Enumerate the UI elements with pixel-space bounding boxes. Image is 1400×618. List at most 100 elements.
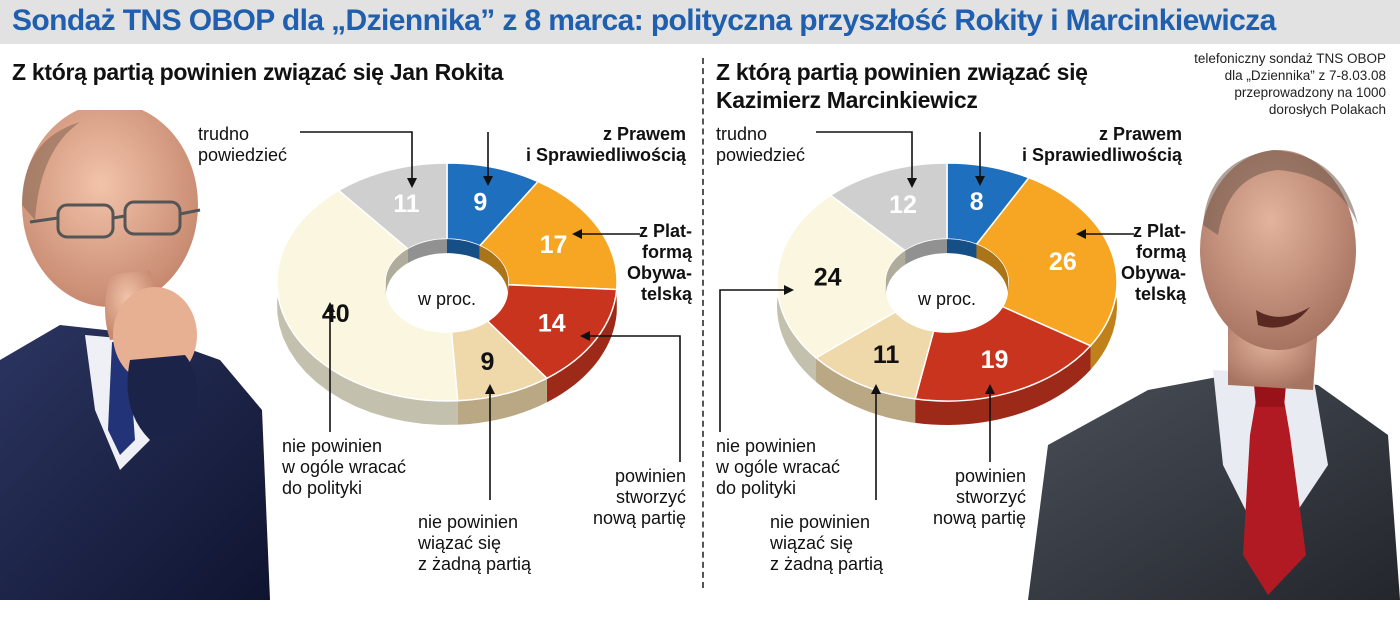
label-line: nie powinien [282, 436, 383, 456]
label-marcinkiewicz-hard-to-say: trudno powiedzieć [716, 124, 805, 166]
label-line: w ogóle wracać [282, 457, 407, 477]
panel-divider [702, 58, 704, 588]
label-line: i Sprawiedliwością [1021, 145, 1182, 165]
label-line: trudno [716, 124, 768, 144]
label-line: w ogóle wracać [716, 457, 841, 477]
source-line: dla „Dziennika” z 7-8.03.08 [1224, 68, 1386, 83]
label-line: formą [641, 242, 692, 262]
value-label-hard_to_say: 12 [889, 191, 917, 219]
label-rokita-hard-to-say: trudno powiedzieć [198, 124, 287, 166]
label-line: z żadną partią [418, 554, 532, 574]
label-rokita-pis: z Prawem i Sprawiedliwością [496, 124, 686, 166]
label-marcinkiewicz-new-party: powinien stworzyć nową partię [910, 466, 1026, 529]
person-photo-marcinkiewicz [1028, 135, 1400, 600]
label-line: z Prawem [602, 124, 686, 144]
value-label-po: 17 [540, 231, 568, 259]
callout-line [300, 131, 413, 180]
value-label-no_party: 11 [873, 341, 900, 369]
callout-arrowhead [325, 302, 335, 312]
label-marcinkiewicz-po: z Plat- formą Obywa- telską [1104, 221, 1186, 305]
label-line: z Plat- [638, 221, 692, 241]
label-line: z żadną partią [770, 554, 884, 574]
label-line: powinien [614, 466, 686, 486]
label-line: formą [1135, 242, 1186, 262]
hole-wall-po [976, 244, 1009, 296]
value-label-pis: 9 [473, 189, 487, 217]
hole-wall-pis [447, 239, 480, 260]
donut-hole [885, 247, 1009, 333]
slice-side-no_party [816, 357, 916, 423]
slice-side-no_return [277, 190, 458, 425]
label-line: wiązać się [418, 533, 502, 553]
callout-arrowhead [1076, 229, 1086, 239]
label-line: i Sprawiedliwością [525, 145, 686, 165]
label-line: powinien [954, 466, 1026, 486]
label-rokita-no-party: nie powinien wiązać się z żadną partią [418, 512, 531, 575]
chart-title-marcinkiewicz: Z którą partią powinien związać się Kazi… [716, 59, 1088, 113]
title-bar: Sondaż TNS OBOP dla „Dziennika” z 8 marc… [0, 0, 1400, 44]
callout-arrowhead [580, 331, 590, 341]
label-line: trudno [198, 124, 250, 144]
donut-chart-marcinkiewicz: w proc. 8 26 19 11 24 12 [776, 162, 1118, 425]
callout-lines [300, 131, 1134, 500]
slice-side-new_party [915, 345, 1091, 425]
callout-line [719, 289, 786, 432]
label-line: powiedzieć [198, 145, 288, 165]
callout-arrowhead [985, 384, 995, 394]
value-label-new_party: 14 [538, 309, 566, 337]
person-photo-rokita [0, 110, 270, 600]
center-label: w proc. [917, 289, 976, 309]
center-label: w proc. [417, 289, 476, 309]
label-line: do polityki [716, 478, 797, 498]
callout-arrowhead [975, 176, 985, 186]
callout-arrowhead [871, 384, 881, 394]
slice-hard_to_say [337, 162, 448, 250]
value-label-pis: 8 [970, 188, 984, 216]
value-label-new_party: 19 [981, 346, 1009, 374]
callout-arrowhead [485, 384, 495, 394]
donut-hole [385, 247, 509, 333]
label-line: wiązać się [770, 533, 854, 553]
hole-wall-hard_to_say [905, 239, 947, 265]
label-line: powiedzieć [716, 145, 806, 165]
label-line: z Prawem [1098, 124, 1182, 144]
slice-side-new_party [546, 289, 617, 403]
label-line: nową partię [592, 508, 686, 528]
source-line: dorosłych Polakach [1268, 102, 1386, 117]
callout-line [816, 131, 913, 180]
chart-title-rokita: Z którą partią powinien związać się Jan … [12, 59, 504, 85]
label-line: nie powinien [418, 512, 519, 532]
donut-chart-rokita: w proc. 9 17 14 9 40 11 [276, 162, 618, 425]
label-rokita-no-return: nie powinien w ogóle wracać do polityki [282, 436, 406, 499]
value-label-hard_to_say: 11 [393, 190, 420, 218]
label-line: telską [1134, 284, 1186, 304]
label-line: nie powinien [716, 436, 817, 456]
callout-arrowhead [784, 285, 794, 295]
callout-arrowhead [407, 178, 417, 188]
source-line: przeprowadzony na 1000 [1234, 85, 1386, 100]
callout-arrowhead [483, 176, 493, 186]
label-marcinkiewicz-no-return: nie powinien w ogóle wracać do polityki [716, 436, 840, 499]
slice-side-no_party [457, 378, 547, 425]
callout-arrowheads [325, 176, 1086, 394]
label-line: stworzyć [955, 487, 1026, 507]
label-line: nową partię [932, 508, 1026, 528]
value-label-no_party: 9 [481, 348, 495, 376]
value-label-no_return: 40 [322, 300, 350, 328]
label-line: telską [640, 284, 692, 304]
slice-po [975, 176, 1118, 347]
hole-wall-no_return [385, 248, 408, 296]
label-line: stworzyć [615, 487, 686, 507]
label-line: Obywa- [1120, 263, 1186, 283]
label-line: nie powinien [770, 512, 871, 532]
label-line: z Plat- [1132, 221, 1186, 241]
callout-arrowhead [572, 229, 582, 239]
hole-wall-po [479, 245, 509, 296]
page-title: Sondaż TNS OBOP dla „Dziennika” z 8 marc… [12, 4, 1276, 37]
callout-arrowhead [907, 178, 917, 188]
source-note: telefoniczny sondaż TNS OBOP dla „Dzienn… [1156, 50, 1386, 118]
hole-wall-hard_to_say [407, 239, 447, 263]
label-marcinkiewicz-no-party: nie powinien wiązać się z żadną partią [770, 512, 883, 575]
label-rokita-po: z Plat- formą Obywa- telską [610, 221, 692, 305]
